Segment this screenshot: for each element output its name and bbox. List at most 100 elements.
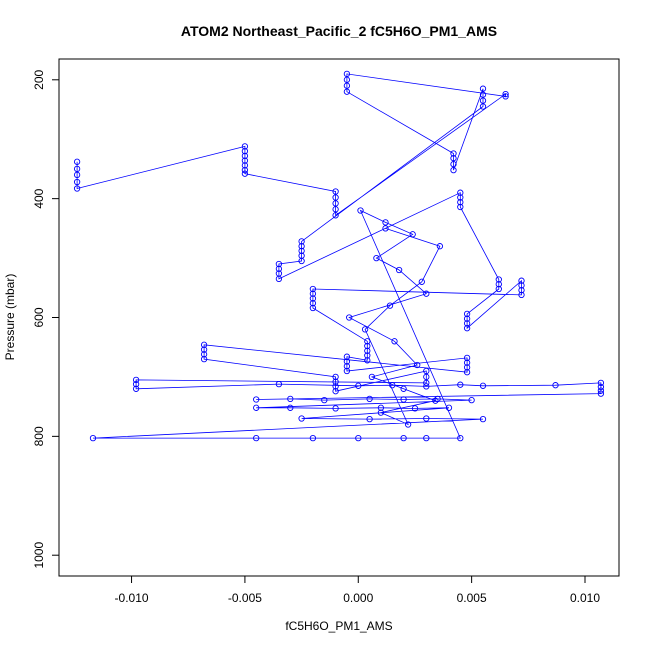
data-point bbox=[391, 338, 398, 345]
data-point bbox=[200, 341, 208, 348]
data-point bbox=[418, 278, 425, 285]
data-point bbox=[479, 103, 487, 110]
data-point bbox=[457, 189, 464, 196]
data-point bbox=[463, 315, 471, 322]
data-point bbox=[241, 170, 249, 177]
data-point bbox=[502, 93, 509, 100]
data-point bbox=[479, 415, 487, 423]
data-point bbox=[457, 199, 464, 206]
data-point bbox=[132, 385, 140, 392]
data-point bbox=[343, 88, 351, 95]
data-point bbox=[463, 364, 471, 371]
data-point bbox=[275, 265, 283, 272]
data-point bbox=[495, 281, 502, 288]
data-point bbox=[253, 434, 260, 442]
data-point bbox=[373, 254, 380, 262]
data-point bbox=[89, 434, 97, 442]
data-point bbox=[432, 397, 439, 404]
data-point bbox=[355, 434, 362, 442]
data-point bbox=[343, 353, 351, 360]
data-point bbox=[400, 434, 407, 442]
data-point bbox=[450, 161, 457, 168]
data-point bbox=[450, 166, 457, 174]
data-point bbox=[518, 277, 525, 284]
x-tick-label: 0.000 bbox=[343, 591, 373, 605]
data-point bbox=[361, 326, 369, 333]
data-point bbox=[436, 243, 444, 250]
data-point bbox=[364, 357, 371, 364]
data-point bbox=[332, 405, 339, 412]
data-point bbox=[423, 290, 430, 297]
data-point bbox=[409, 231, 416, 238]
y-tick-label: 800 bbox=[32, 426, 46, 446]
data-point bbox=[132, 380, 140, 388]
data-point bbox=[332, 212, 339, 219]
data-point bbox=[343, 70, 351, 78]
data-point bbox=[423, 383, 430, 390]
data-point bbox=[423, 367, 430, 375]
data-point bbox=[463, 354, 471, 362]
x-tick-label: -0.005 bbox=[228, 591, 262, 605]
data-point bbox=[309, 300, 317, 307]
data-point bbox=[502, 90, 509, 98]
y-axis: 200 400 600 800 1000 bbox=[32, 69, 59, 569]
data-point bbox=[423, 379, 430, 387]
data-point bbox=[309, 295, 317, 302]
data-point bbox=[357, 207, 364, 214]
data-point bbox=[364, 352, 371, 359]
data-point bbox=[298, 243, 305, 250]
x-axis-label: fC5H6O_PM1_AMS bbox=[285, 619, 392, 633]
data-point bbox=[309, 434, 317, 442]
data-point bbox=[332, 373, 339, 381]
data-point bbox=[298, 415, 305, 422]
data-point bbox=[463, 359, 471, 366]
data-point bbox=[364, 347, 371, 354]
data-point bbox=[309, 290, 317, 297]
data-point bbox=[450, 155, 457, 162]
data-point bbox=[495, 276, 502, 283]
data-point bbox=[404, 421, 412, 428]
x-tick-label: 0.010 bbox=[570, 591, 600, 605]
data-point bbox=[73, 185, 81, 192]
y-axis-label: Pressure (mbar) bbox=[3, 274, 17, 361]
data-point bbox=[552, 382, 559, 389]
data-point bbox=[343, 82, 351, 89]
series-line bbox=[76, 73, 602, 439]
data-point bbox=[382, 219, 389, 226]
plot-area bbox=[73, 70, 605, 442]
data-point bbox=[377, 409, 385, 416]
data-point bbox=[457, 203, 464, 211]
data-point bbox=[253, 404, 260, 411]
data-point bbox=[463, 325, 471, 332]
data-point bbox=[200, 346, 208, 353]
data-point bbox=[597, 390, 605, 397]
data-point bbox=[332, 378, 339, 385]
data-point bbox=[73, 178, 81, 186]
data-point bbox=[423, 434, 430, 442]
plot-frame bbox=[58, 58, 620, 577]
data-point bbox=[479, 91, 487, 98]
data-point bbox=[332, 188, 339, 195]
data-point bbox=[400, 396, 407, 403]
data-point bbox=[309, 304, 317, 312]
data-point bbox=[457, 194, 464, 201]
data-point bbox=[309, 285, 317, 293]
data-point bbox=[275, 380, 283, 388]
data-point bbox=[518, 291, 525, 299]
data-point bbox=[457, 381, 464, 388]
data-point bbox=[321, 396, 328, 404]
data-point bbox=[73, 165, 81, 173]
data-point bbox=[463, 320, 471, 327]
data-point bbox=[241, 162, 249, 169]
data-point bbox=[355, 382, 362, 389]
data-point bbox=[495, 285, 502, 293]
data-point bbox=[479, 97, 487, 104]
data-point bbox=[377, 404, 385, 411]
data-point bbox=[463, 310, 471, 318]
data-point bbox=[468, 396, 475, 404]
data-point bbox=[411, 405, 419, 412]
data-point bbox=[366, 395, 373, 403]
data-point bbox=[518, 282, 525, 289]
data-point bbox=[343, 367, 351, 375]
